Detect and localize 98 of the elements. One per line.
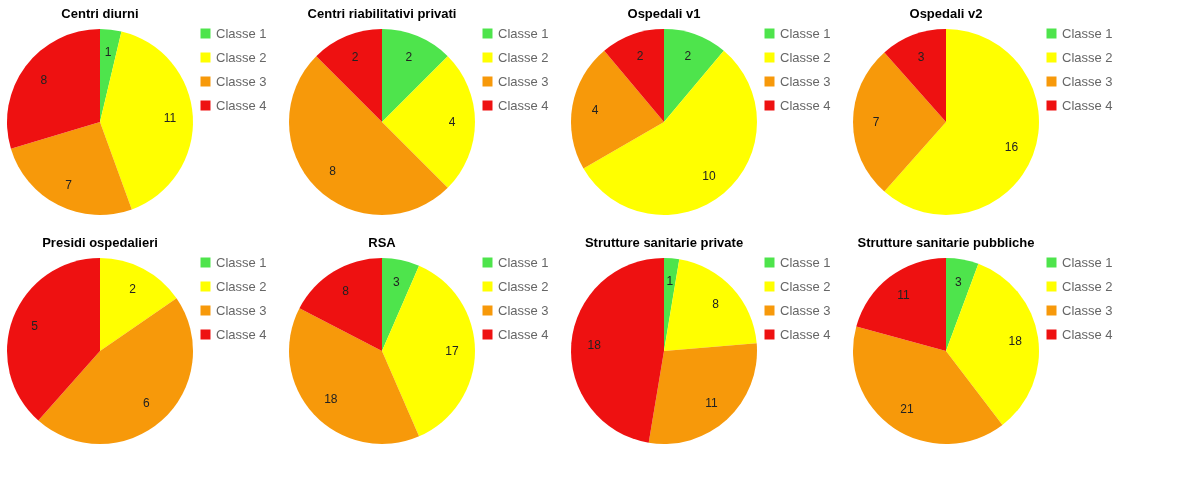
- data-label: 2: [684, 49, 692, 64]
- legend-label: Classe 3: [216, 302, 267, 318]
- chart-title: Ospedali v1: [627, 6, 701, 21]
- data-label: 4: [448, 115, 456, 129]
- data-label: 7: [65, 177, 73, 192]
- data-label: 8: [712, 296, 720, 311]
- chart-title: Presidi ospedalieri: [42, 235, 158, 250]
- legend-label: Classe 3: [780, 73, 831, 89]
- legend-label: Classe 3: [1062, 73, 1113, 89]
- legend-label: Classe 2: [216, 49, 267, 65]
- pie-slice: [38, 298, 193, 444]
- legend-label: Classe 3: [498, 302, 549, 318]
- legend-label: Classe 4: [498, 326, 549, 342]
- pie-slice: [100, 258, 177, 351]
- legend-label: Classe 3: [216, 73, 267, 89]
- chart-title: Centri diurni: [61, 6, 139, 21]
- pie-slice: [856, 258, 946, 351]
- pie-slice: [853, 52, 946, 192]
- data-label: 2: [405, 50, 413, 65]
- data-label: 3: [955, 275, 963, 290]
- pie-slice: [946, 258, 979, 351]
- legend-label: Classe 1: [498, 25, 549, 41]
- pie-slice: [299, 258, 382, 351]
- legend-label: Classe 2: [1062, 278, 1113, 294]
- pie-slice: [884, 29, 946, 122]
- legend-label: Classe 4: [1062, 97, 1113, 113]
- pie-slice: [289, 308, 420, 444]
- data-label: 8: [40, 73, 48, 88]
- legend-label: Classe 4: [216, 97, 267, 113]
- pie-slice: [648, 343, 757, 444]
- chart-title: Centri riabilitativi privati: [307, 6, 457, 21]
- pie-slice: [884, 29, 1039, 215]
- data-label: 11: [163, 110, 177, 125]
- pie-slice: [571, 258, 664, 443]
- pie-slice: [664, 258, 680, 351]
- legend-label: Classe 1: [1062, 25, 1113, 41]
- pie-slice: [10, 122, 132, 215]
- pie-slice: [664, 29, 724, 122]
- chart-title: RSA: [368, 235, 397, 250]
- pie-slice: [583, 50, 757, 215]
- data-label: 8: [342, 284, 350, 299]
- legend-label: Classe 4: [780, 97, 831, 113]
- data-label: 17: [445, 344, 459, 358]
- data-label: 6: [143, 396, 151, 411]
- chart-title: Strutture sanitarie pubbliche: [857, 235, 1035, 250]
- legend-label: Classe 2: [1062, 49, 1113, 65]
- legend-label: Classe 4: [780, 326, 831, 342]
- pie-slice: [7, 258, 100, 421]
- pie-slice: [946, 263, 1039, 425]
- pie-slice: [604, 29, 664, 122]
- pie-slice: [382, 265, 475, 437]
- legend-label: Classe 1: [780, 254, 831, 270]
- legend-label: Classe 1: [216, 254, 267, 270]
- legend-label: Classe 1: [1062, 254, 1113, 270]
- legend-label: Classe 4: [1062, 326, 1113, 342]
- legend-label: Classe 3: [498, 73, 549, 89]
- pie-slice: [382, 29, 448, 122]
- legend-label: Classe 4: [216, 326, 267, 342]
- legend-label: Classe 1: [216, 25, 267, 41]
- legend-label: Classe 3: [780, 302, 831, 318]
- chart-title: Ospedali v2: [909, 6, 983, 21]
- legend-label: Classe 3: [1062, 302, 1113, 318]
- data-label: 3: [392, 275, 400, 290]
- legend-label: Classe 2: [780, 49, 831, 65]
- pie-slice: [664, 259, 757, 351]
- pie-slice: [382, 258, 420, 351]
- data-label: 21: [900, 402, 914, 417]
- data-label: 1: [666, 274, 674, 289]
- legend-label: Classe 2: [780, 278, 831, 294]
- legend-label: Classe 2: [216, 278, 267, 294]
- data-label: 2: [636, 49, 644, 64]
- pie-slice: [100, 29, 122, 122]
- data-label: 5: [31, 319, 39, 334]
- legend-label: Classe 2: [498, 278, 549, 294]
- data-label: 11: [705, 395, 718, 410]
- pie-slice: [571, 50, 664, 169]
- legend-label: Classe 2: [498, 49, 549, 65]
- pie-slice: [853, 326, 1003, 444]
- data-label: 16: [1004, 139, 1019, 154]
- data-label: 2: [351, 50, 359, 65]
- pie-slice: [100, 31, 193, 210]
- data-label: 1: [104, 45, 112, 60]
- data-label: 8: [329, 164, 337, 179]
- data-label: 2: [129, 282, 137, 297]
- legend-label: Classe 1: [498, 254, 549, 270]
- data-label: 4: [591, 102, 599, 117]
- data-label: 7: [872, 115, 880, 129]
- data-label: 10: [702, 168, 716, 183]
- data-label: 3: [917, 49, 925, 64]
- data-label: 11: [897, 288, 911, 303]
- chart-title: Strutture sanitarie private: [584, 235, 744, 250]
- pie-slice: [7, 29, 100, 149]
- pie-slice: [316, 29, 382, 122]
- legend-label: Classe 1: [780, 25, 831, 41]
- legend-label: Classe 4: [498, 97, 549, 113]
- data-label: 18: [1008, 333, 1023, 348]
- data-label: 18: [587, 338, 602, 353]
- data-label: 18: [324, 391, 338, 406]
